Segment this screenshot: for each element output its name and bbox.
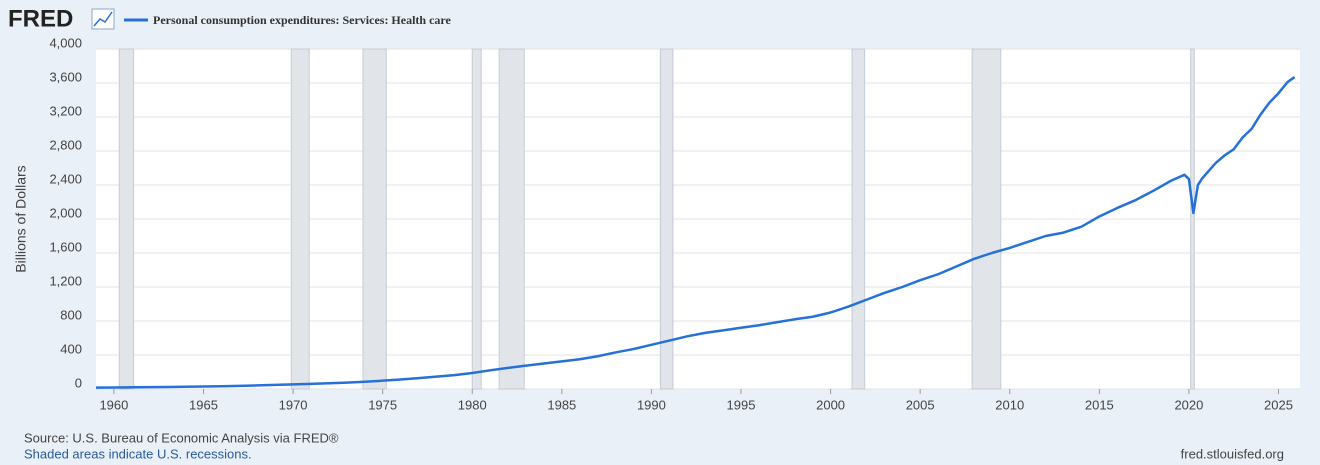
y-tick-label: 4,000 bbox=[49, 35, 82, 50]
x-tick-label: 2010 bbox=[995, 397, 1024, 412]
y-tick-label: 0 bbox=[75, 375, 82, 390]
y-tick-label: 800 bbox=[60, 307, 82, 322]
recession-band bbox=[290, 48, 310, 390]
recession-band bbox=[659, 48, 674, 390]
y-tick-label: 2,000 bbox=[49, 205, 82, 220]
recession-band bbox=[118, 48, 135, 390]
x-tick-label: 1965 bbox=[189, 397, 218, 412]
y-tick-label: 2,800 bbox=[49, 137, 82, 152]
x-tick-label: 2020 bbox=[1174, 397, 1203, 412]
recession-band bbox=[498, 48, 525, 390]
source: Source: U.S. Bureau of Economic Analysis… bbox=[24, 430, 339, 445]
recession-band bbox=[971, 48, 1002, 390]
x-tick-label: 1960 bbox=[99, 397, 128, 412]
recession-note: Shaded areas indicate U.S. recessions. bbox=[24, 446, 252, 461]
recession-band bbox=[471, 48, 482, 390]
y-tick-label: 1,600 bbox=[49, 239, 82, 254]
legend-label: Personal consumption expenditures: Servi… bbox=[153, 13, 452, 27]
y-axis-label: Billions of Dollars bbox=[13, 165, 29, 272]
logo: FRED bbox=[8, 5, 73, 32]
y-tick-label: 1,200 bbox=[49, 273, 82, 288]
y-tick-label: 400 bbox=[60, 341, 82, 356]
x-tick-label: 2015 bbox=[1085, 397, 1114, 412]
y-tick-label: 3,200 bbox=[49, 103, 82, 118]
x-tick-label: 1970 bbox=[279, 397, 308, 412]
y-tick-label: 2,400 bbox=[49, 171, 82, 186]
url: fred.stlouisfed.org bbox=[1181, 446, 1284, 461]
x-tick-label: 1985 bbox=[547, 397, 576, 412]
x-tick-label: 1995 bbox=[727, 397, 756, 412]
x-tick-label: 2000 bbox=[816, 397, 845, 412]
x-tick-label: 1990 bbox=[637, 397, 666, 412]
x-tick-label: 1975 bbox=[368, 397, 397, 412]
x-tick-label: 1980 bbox=[458, 397, 487, 412]
recession-band bbox=[1190, 48, 1195, 390]
recession-band bbox=[851, 48, 866, 390]
x-tick-label: 2025 bbox=[1264, 397, 1293, 412]
series-line bbox=[95, 76, 1296, 389]
recession-band bbox=[362, 48, 387, 390]
logo-icon bbox=[91, 8, 115, 30]
x-tick-label: 2005 bbox=[906, 397, 935, 412]
y-tick-label: 3,600 bbox=[49, 69, 82, 84]
